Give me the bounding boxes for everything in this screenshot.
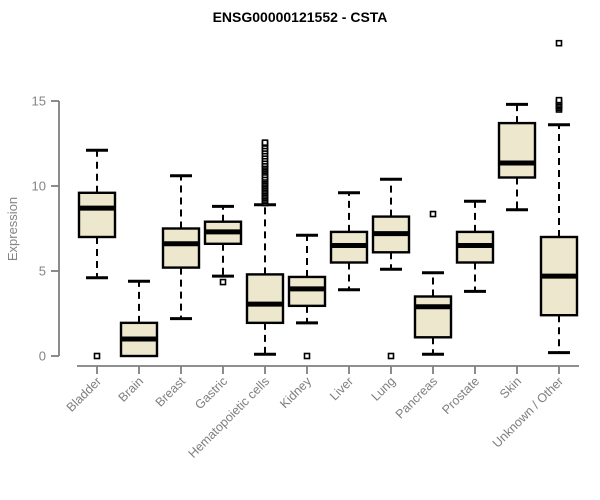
plot-content: 0 5 10 15 Bladder Brain Breast GastricHematopoi… (32, 39, 579, 461)
x-category-label: Liver (327, 374, 356, 403)
box-skin (497, 121, 537, 179)
y-tick-label: 15 (32, 94, 46, 109)
outlier-point (219, 278, 227, 286)
outlier-point (303, 352, 311, 360)
x-category-label: Skin (497, 374, 524, 401)
chart-title: ENSG00000121552 - CSTA (213, 9, 388, 25)
box-bladder (77, 191, 117, 239)
outlier-point (555, 39, 563, 47)
box-hematopoietic-cells (245, 273, 285, 325)
outlier-point (555, 96, 563, 104)
outlier-point (387, 352, 395, 360)
box-pancreas (413, 295, 453, 339)
outlier-point (429, 210, 437, 218)
y-axis-label: Expression (5, 197, 20, 261)
outlier-point (261, 139, 269, 146)
x-category-label: Pancreas (393, 374, 440, 421)
y-tick-label: 5 (39, 264, 46, 279)
x-category-label: Prostate (439, 374, 482, 417)
x-category-label: Lung (369, 374, 399, 404)
x-category-label: Bladder (64, 374, 104, 414)
y-tick-label: 0 (39, 349, 46, 364)
x-category-label: Kidney (277, 374, 314, 411)
outlier-point (93, 352, 101, 360)
x-category-label: Hematopoietic cells (186, 374, 273, 461)
x-category-label: Breast (153, 374, 189, 410)
box-kidney (287, 275, 327, 308)
x-category-label: Unknown / Other (490, 374, 566, 450)
box-breast (161, 227, 201, 269)
x-category-label: Brain (116, 374, 147, 405)
y-tick-label: 10 (32, 179, 46, 194)
x-category-label: Gastric (192, 374, 230, 412)
